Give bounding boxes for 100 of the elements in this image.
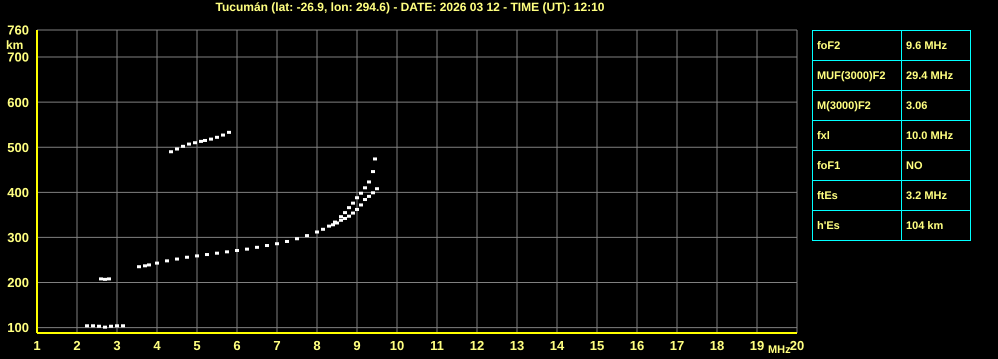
point (181, 144, 185, 148)
y-tick-label: 400 (7, 184, 29, 200)
point (147, 263, 151, 266)
point (343, 216, 347, 220)
point (371, 191, 375, 194)
point (215, 252, 219, 255)
x-tick-label: 18 (710, 338, 724, 354)
point (295, 237, 299, 240)
point (227, 130, 231, 134)
text: 9.6 MHz (902, 30, 970, 60)
point (97, 324, 101, 328)
text: 10.0 MHz (902, 120, 970, 150)
point (235, 248, 239, 252)
point (347, 214, 351, 218)
point (355, 208, 359, 211)
x-tick-label: 2 (73, 338, 81, 354)
x-tick-label: 16 (630, 338, 644, 354)
point (347, 206, 351, 210)
point (205, 253, 209, 256)
text: NO (902, 150, 970, 180)
x-tick-label: 10 (390, 338, 404, 354)
point (351, 202, 355, 205)
text: foF2 (812, 30, 902, 60)
text: 3.2 MHz (902, 180, 970, 210)
point (245, 248, 249, 251)
x-tick-label: 7 (273, 338, 281, 354)
y-tick-label: 760 (7, 22, 29, 38)
y-tick-label: 500 (7, 140, 29, 155)
point (85, 324, 89, 328)
point (339, 215, 343, 218)
y-tick-label: 200 (7, 275, 29, 290)
point (169, 150, 173, 154)
chart-title: Tucumán (lat: -26.9, lon: 294.6) - DATE: 2026 03 12 - TIME (UT): 12:10 (214, 0, 606, 14)
point (375, 187, 379, 190)
point (255, 246, 259, 249)
x-tick-label: 4 (153, 338, 162, 354)
point (109, 324, 113, 328)
text: M(3000)F2 (812, 90, 902, 120)
point (327, 224, 331, 228)
point (367, 194, 371, 198)
x-tick-label: 8 (313, 338, 321, 354)
point (359, 192, 363, 195)
point (199, 140, 203, 143)
point (175, 258, 179, 261)
point (155, 262, 159, 265)
point (137, 265, 141, 268)
point (225, 250, 229, 254)
text: fxl (812, 120, 902, 150)
point (195, 254, 199, 258)
point (165, 259, 169, 262)
point (305, 234, 309, 238)
point (103, 278, 107, 281)
point (209, 138, 213, 141)
x-tick-label: 19 (750, 338, 764, 354)
point (221, 134, 225, 137)
point (187, 142, 191, 146)
point (363, 186, 367, 190)
text: 29.4 MHz (902, 60, 970, 90)
point (315, 230, 319, 234)
x-axis-title: MHz (768, 344, 791, 356)
y-axis-title: km (6, 38, 24, 52)
text: foF1 (812, 150, 902, 180)
point (355, 196, 359, 200)
text: 104 km (902, 210, 970, 240)
x-tick-label: 1 (33, 338, 41, 354)
point (175, 148, 179, 151)
point (285, 240, 289, 243)
text: ftEs (812, 180, 902, 210)
x-tick-label: 5 (193, 338, 201, 354)
y-tick-label: 600 (7, 94, 29, 110)
point (103, 326, 107, 329)
text: h'Es (812, 210, 902, 240)
point (367, 180, 371, 184)
point (91, 324, 95, 328)
text: 3.06 (902, 90, 970, 120)
point (115, 324, 119, 328)
point (265, 244, 269, 248)
x-tick-label: 3 (113, 338, 121, 354)
point (331, 223, 335, 226)
x-tick-label: 11 (430, 338, 444, 354)
point (203, 138, 207, 142)
point (143, 264, 147, 268)
text: MUF(3000)F2 (812, 60, 902, 90)
y-tick-label: 300 (7, 230, 29, 246)
point (215, 136, 219, 139)
point (351, 212, 355, 215)
x-tick-label: 12 (470, 338, 484, 354)
x-tick-label: 17 (670, 338, 684, 354)
point (321, 228, 325, 231)
point (99, 277, 103, 280)
x-tick-label: 15 (590, 338, 604, 354)
point (193, 141, 197, 144)
point (343, 211, 347, 214)
x-tick-label: 6 (233, 338, 241, 354)
point (359, 203, 363, 206)
x-tick-label: 20 (790, 338, 804, 354)
y-tick-label: 100 (7, 320, 29, 336)
point (339, 218, 343, 222)
point (371, 170, 375, 174)
y-tick-label: 700 (7, 50, 29, 65)
